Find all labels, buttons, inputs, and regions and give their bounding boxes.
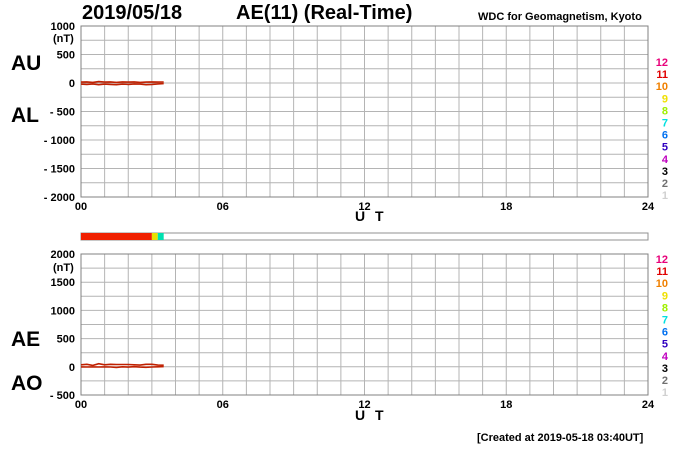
bottom-xtick-label: 06: [217, 399, 229, 411]
top-xtick-label: 12: [358, 201, 370, 213]
bottom-legend-level-11: 11: [656, 266, 668, 278]
top-legend-level-9: 9: [662, 93, 668, 105]
top-xtick-label: 18: [500, 201, 512, 213]
bottom-ytick-label: 1000: [51, 305, 75, 317]
bottom-xlabel: U T: [355, 407, 387, 423]
bottom-series-ae: [80, 362, 164, 367]
bottom-xtick-label: 24: [642, 399, 655, 411]
bottom-lower-label: AO: [11, 372, 43, 395]
bottom-plot-frame: [80, 253, 649, 396]
bottom-ytick-label: - 500: [50, 390, 75, 402]
bottom-series-ao: [80, 365, 164, 369]
bottom-unit-label: (nT): [53, 262, 74, 274]
top-xtick-label: 00: [75, 201, 87, 213]
top-plot-frame: [80, 25, 649, 198]
station-bar-segment: [157, 233, 164, 240]
top-ytick-label: - 1500: [44, 164, 75, 176]
top-legend-level-4: 4: [662, 154, 669, 166]
created-timestamp: [Created at 2019-05-18 03:40UT]: [477, 432, 644, 444]
top-series-au: [80, 80, 164, 84]
station-bar-frame: [80, 232, 649, 241]
bottom-legend-level-5: 5: [662, 339, 668, 351]
top-legend-level-8: 8: [662, 105, 668, 117]
top-legend-level-7: 7: [662, 118, 668, 130]
top-legend-level-5: 5: [662, 142, 668, 154]
bottom-legend-level-8: 8: [662, 302, 668, 314]
station-bar-segment: [81, 233, 152, 240]
bottom-legend-level-9: 9: [662, 290, 668, 302]
top-unit-label: (nT): [53, 33, 74, 45]
bottom-ytick-label: 2000: [51, 249, 75, 261]
bottom-legend-level-12: 12: [656, 254, 668, 266]
top-ytick-label: 1000: [51, 21, 75, 33]
bottom-upper-label: AE: [11, 328, 41, 351]
bottom-xtick-label: 18: [500, 399, 512, 411]
bottom-legend-level-3: 3: [662, 363, 668, 375]
bottom-ytick-label: 1500: [51, 277, 75, 289]
top-xlabel: U T: [355, 208, 387, 224]
top-ytick-label: - 500: [50, 107, 75, 119]
top-lower-label: AL: [11, 104, 39, 127]
top-ytick-label: 500: [57, 50, 75, 62]
bottom-legend-level-2: 2: [662, 375, 668, 387]
station-bar-segment: [151, 233, 158, 240]
top-legend-level-10: 10: [656, 81, 668, 93]
top-legend-level-6: 6: [662, 130, 668, 142]
top-legend-level-12: 12: [656, 57, 668, 69]
bottom-legend-level-6: 6: [662, 327, 668, 339]
top-legend-level-3: 3: [662, 166, 668, 178]
bottom-xtick-label: 00: [75, 399, 87, 411]
top-ytick-label: - 2000: [44, 192, 75, 204]
top-ytick-label: 0: [69, 78, 75, 90]
top-legend-level-11: 11: [656, 69, 668, 81]
bottom-legend-level-7: 7: [662, 315, 668, 327]
organization-label: WDC for Geomagnetism, Kyoto: [478, 11, 642, 23]
bottom-legend-level-1: 1: [662, 387, 668, 399]
bottom-xtick-label: 12: [358, 399, 370, 411]
top-ytick-label: - 1000: [44, 135, 75, 147]
bottom-ytick-label: 500: [57, 334, 75, 346]
top-series-al: [80, 82, 164, 86]
bottom-ytick-label: 0: [69, 362, 75, 374]
chart-date: 2019/05/18: [82, 2, 183, 24]
top-xtick-label: 06: [217, 201, 229, 213]
top-upper-label: AU: [11, 52, 42, 75]
top-legend-level-2: 2: [662, 178, 668, 190]
bottom-legend-level-10: 10: [656, 278, 668, 290]
chart-title: AE(11) (Real-Time): [236, 2, 413, 24]
top-legend-level-1: 1: [662, 190, 668, 202]
bottom-legend-level-4: 4: [662, 351, 669, 363]
top-xtick-label: 24: [642, 201, 655, 213]
